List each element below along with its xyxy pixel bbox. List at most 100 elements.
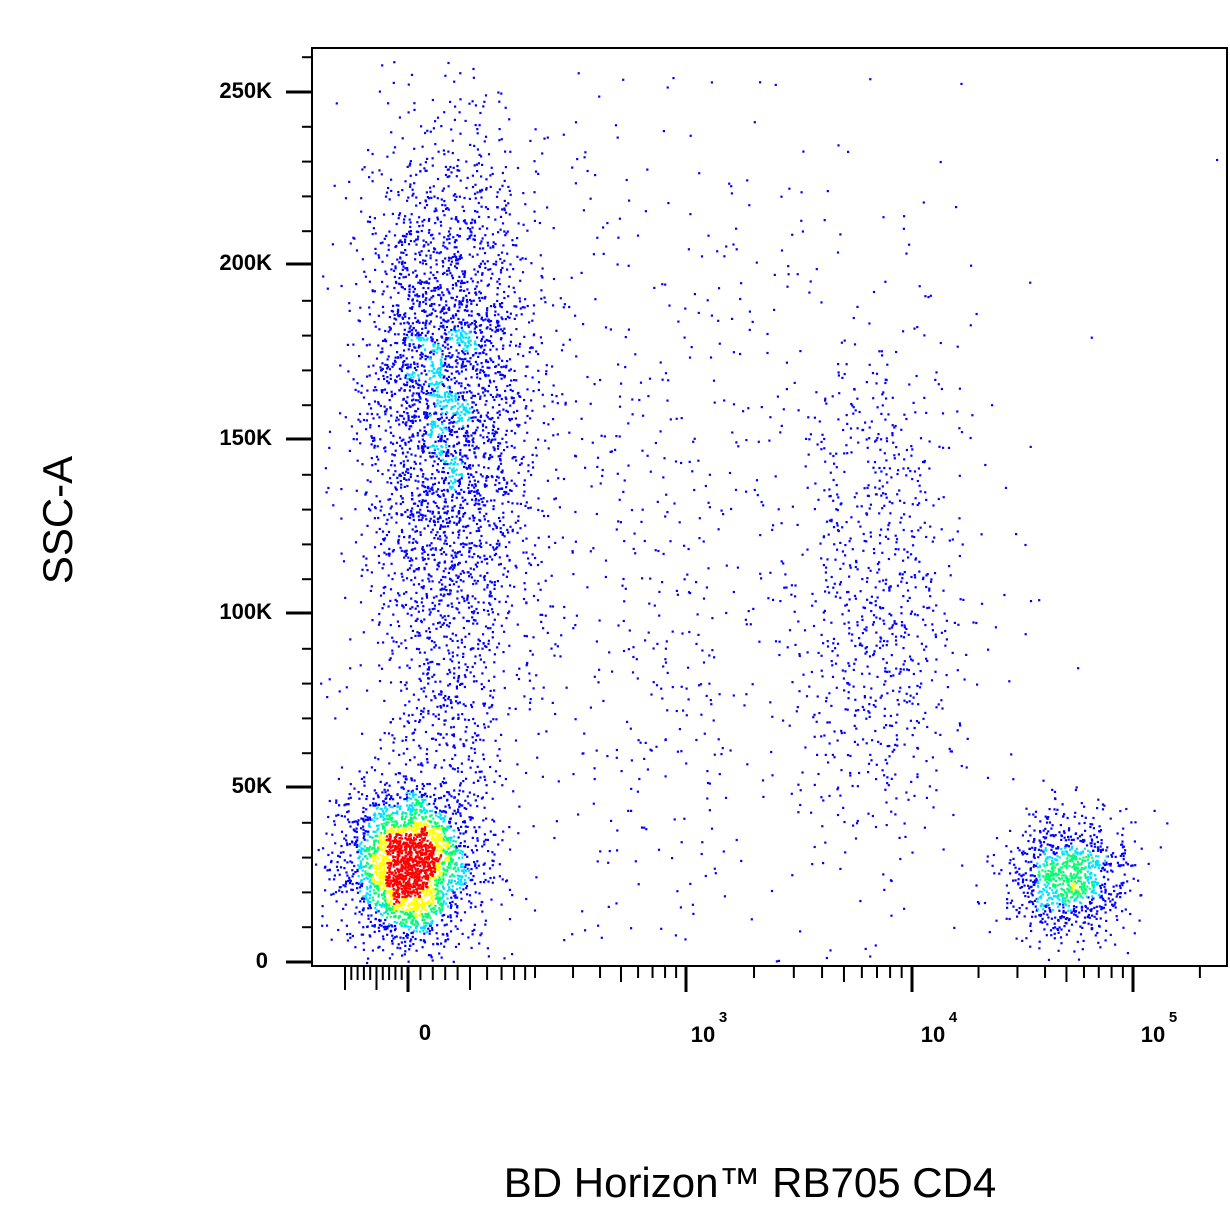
- event-dot: [476, 795, 479, 798]
- event-dot: [599, 850, 602, 853]
- event-dot: [491, 245, 495, 248]
- event-dot: [934, 635, 937, 639]
- event-dot: [828, 519, 831, 522]
- event-dot: [501, 487, 504, 490]
- event-dot: [382, 290, 385, 293]
- event-dot: [509, 388, 512, 391]
- event-dot: [911, 448, 914, 451]
- event-dot: [425, 281, 429, 284]
- event-dot: [433, 646, 436, 649]
- event-dot: [440, 766, 443, 769]
- event-dot: [890, 810, 893, 813]
- event-dot: [381, 260, 384, 263]
- event-dot: [771, 774, 774, 777]
- event-dot: [422, 784, 425, 787]
- event-dot: [392, 741, 395, 744]
- event-dot: [834, 558, 837, 561]
- event-dot: [366, 961, 369, 965]
- event-dot: [346, 803, 349, 806]
- event-dot: [493, 449, 496, 452]
- event-dot: [491, 696, 495, 699]
- event-dot: [797, 620, 800, 623]
- event-dot: [403, 485, 406, 488]
- event-dot: [545, 364, 548, 367]
- event-dot: [426, 478, 429, 481]
- event-dot: [407, 440, 410, 444]
- event-dot: [669, 540, 672, 543]
- event-dot: [472, 619, 476, 622]
- event-dot: [510, 396, 513, 399]
- event-dot: [421, 597, 424, 600]
- event-dot: [523, 695, 526, 698]
- event-dot: [350, 888, 353, 891]
- event-dot: [422, 710, 425, 713]
- event-dot: [494, 739, 497, 742]
- event-dot: [419, 531, 422, 534]
- event-dot: [502, 408, 505, 411]
- event-dot: [493, 820, 496, 823]
- event-dot: [570, 276, 573, 279]
- event-dot: [426, 758, 429, 761]
- event-dot: [488, 417, 491, 420]
- event-dot: [563, 605, 566, 609]
- event-dot: [725, 245, 728, 248]
- event-dot: [823, 489, 826, 492]
- event-dot: [427, 282, 431, 285]
- event-dot: [440, 706, 443, 709]
- event-dot: [496, 447, 500, 450]
- event-dot: [485, 476, 488, 479]
- event-dot: [732, 590, 735, 594]
- event-dot: [369, 407, 373, 410]
- event-dot: [400, 273, 403, 276]
- event-dot: [1022, 891, 1025, 894]
- event-dot: [377, 926, 380, 929]
- event-dot: [436, 285, 440, 289]
- event-dot: [867, 460, 870, 463]
- event-dot: [497, 254, 500, 257]
- event-dot: [784, 573, 787, 576]
- event-dot: [377, 344, 380, 347]
- event-dot: [335, 799, 338, 802]
- event-dot: [430, 737, 434, 740]
- event-dot: [504, 234, 507, 237]
- event-dot: [480, 339, 483, 342]
- event-dot: [505, 366, 508, 369]
- event-dot: [503, 259, 506, 262]
- event-dot: [391, 953, 394, 956]
- event-dot: [421, 579, 424, 582]
- event-dot: [466, 595, 469, 598]
- event-dot: [395, 318, 398, 321]
- event-dot: [849, 771, 852, 775]
- event-dot: [562, 306, 565, 309]
- event-dot: [980, 602, 984, 605]
- event-dot: [529, 139, 532, 142]
- event-dot: [430, 575, 433, 578]
- event-dot: [495, 386, 498, 389]
- event-dot: [468, 253, 471, 256]
- event-dot: [480, 534, 483, 538]
- event-dot: [683, 544, 686, 547]
- event-dot: [459, 132, 462, 135]
- event-dot: [544, 301, 547, 304]
- event-dot: [469, 467, 472, 470]
- event-dot: [1111, 903, 1114, 906]
- event-dot: [487, 955, 490, 958]
- event-dot: [589, 706, 592, 709]
- event-dot: [991, 864, 994, 867]
- event-dot: [874, 604, 877, 607]
- event-dot: [453, 617, 456, 620]
- event-dot: [419, 279, 422, 282]
- event-dot: [774, 475, 777, 478]
- event-dot: [550, 647, 553, 650]
- event-dot: [1048, 808, 1051, 811]
- event-dot: [503, 290, 506, 294]
- event-dot: [940, 528, 943, 531]
- event-dot: [425, 191, 428, 194]
- event-dot: [844, 544, 847, 547]
- event-dot: [601, 474, 604, 477]
- event-dot: [502, 830, 505, 833]
- event-dot: [874, 440, 877, 443]
- event-dot: [388, 762, 391, 765]
- event-dot: [472, 299, 475, 302]
- event-dot: [423, 167, 426, 170]
